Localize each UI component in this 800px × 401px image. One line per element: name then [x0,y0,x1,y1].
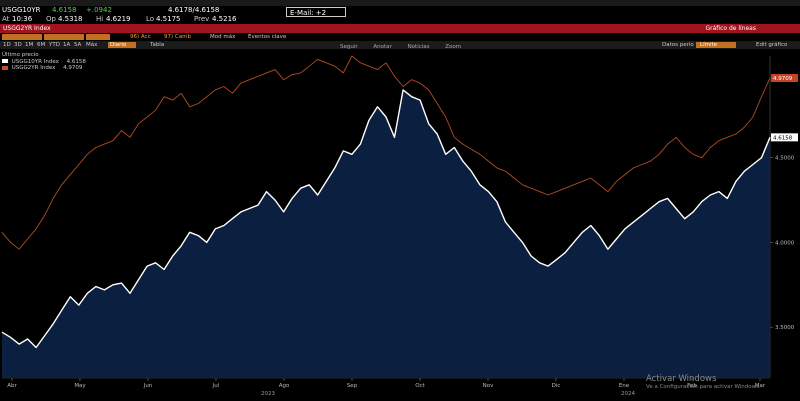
index-tag-2 [44,34,84,40]
open-label: Op [46,15,56,23]
x-tick-label-6: Oct [415,383,425,389]
x-tick-label-1: May [74,383,86,389]
x-tick-label-9: Ene [619,383,630,389]
action-menu-accion[interactable]: 96) Acc [130,34,151,40]
last-value-tag-0 [771,133,798,142]
legend-title: Último precio [2,52,39,58]
y-tick-label-2: 4.5000 [775,156,795,162]
news-tool[interactable]: Noticias [407,44,430,50]
legend-swatch-10y [2,59,8,63]
tab-3d[interactable]: 3D [14,42,22,48]
legend-value-2y: 4.9709 [63,65,83,71]
frequency-select-bg [108,42,136,48]
tab-max[interactable]: Máx [86,42,98,48]
watermark-subtitle: Ve a Configuración para activar Windows. [646,384,761,390]
index-tag-3 [86,34,110,40]
year-label-1: 2024 [621,391,635,397]
watermark-title: Activar Windows [646,374,717,384]
last-price: 4.6158 [52,6,77,14]
zoom-tool[interactable]: Zoom [445,44,462,50]
tab-1d[interactable]: 1D [3,42,11,48]
tab-ytd[interactable]: YTD [49,42,60,48]
x-tick-label-10: Feb [687,383,697,389]
follow-tool[interactable]: Seguir [340,44,358,50]
x-tick-label-0: Abr [7,383,17,389]
price-change: +.0942 [86,6,112,14]
prev-label: Prev [194,15,210,23]
x-tick-label-4: Ago [279,383,290,389]
x-tick-label-8: Dic [552,383,561,389]
period-tab-bar: 1D 3D 1M 6M YTD 1A 5A Máx Diario Tabla D… [0,41,800,49]
key-events-toggle[interactable]: Eventos clave [248,34,287,40]
tab-1m[interactable]: 1M [25,42,34,48]
prev-value: 4.5216 [212,15,237,23]
tab-5a[interactable]: 5A [74,42,82,48]
last-value-tag-1 [771,74,798,83]
tab-1a[interactable]: 1A [63,42,71,48]
legend-row-2y[interactable]: USGG2YR Index 4.9709 [2,65,86,72]
action-bar: 96) Acc 97) Camb Mod máx Eventos clave [0,33,800,41]
time-label: At [2,15,10,23]
year-label-0: 2023 [261,391,275,397]
legend-swatch-2y [2,65,8,70]
annotate-tool[interactable]: Anotar [373,44,392,50]
legend-name-10y: USGG10YR Index [11,58,59,65]
legend-value-10y: 4.6158 [66,58,86,65]
quote-header: USGG10YR 4.6158 +.0942 4.6178/4.6158 At … [0,6,800,24]
open-value: 4.5318 [58,15,83,23]
low-value: 4.5175 [156,15,181,23]
x-tick-label-5: Sep [347,383,358,389]
y-tick-label-1: 4.0000 [775,240,795,246]
terminal-top-bar [0,0,800,6]
high-label: Hi [96,15,104,23]
x-tick-label-7: Nov [483,383,494,389]
action-menu-cambiar[interactable]: 97) Camb [164,34,191,40]
chart-legend: Último precio USGG10YR Index 4.6158 USGG… [2,52,86,72]
x-tick-label-3: Jul [212,383,220,389]
chart-type-label[interactable]: Gráfico de líneas [705,25,757,32]
tab-table[interactable]: Tabla [150,42,165,48]
chart-toolbar: Seguir Anotar Noticias Zoom [340,44,475,50]
series-line-1 [1,55,771,250]
series-line-0 [1,89,771,349]
frequency-select[interactable]: Diario [110,42,127,48]
legend-row-10y[interactable]: USGG10YR Index 4.6158 [2,59,86,66]
legend-name-2y: USGG2YR Index [11,65,56,71]
high-value: 4.6219 [106,15,131,23]
y-tick-label-0: 3.5000 [775,325,795,331]
last-value-label-1: 4.9709 [773,76,793,82]
bid-ask: 4.6178/4.6158 [168,6,220,14]
tab-6m[interactable]: 6M [37,42,46,48]
security-title-bar: USGG2YR Index Gráfico de líneas [0,24,800,33]
period-data-button[interactable]: Datos perío [662,42,694,48]
ticker-label[interactable]: USGG10YR [2,6,41,14]
limit-input[interactable]: Límite [700,42,718,48]
max-mode-toggle[interactable]: Mod máx [210,34,236,40]
email-field[interactable]: E-Mail: +2 [286,7,346,17]
last-value-label-0: 4.6158 [773,136,793,142]
security-name[interactable]: USGG2YR Index [3,25,51,32]
activate-windows-watermark: Activar Windows Ve a Configuración para … [646,374,761,390]
edit-chart-button[interactable]: Edit gráfico [756,42,788,48]
x-tick-label-2: Jun [143,383,153,389]
quote-time: 10:36 [12,15,33,23]
limit-input-bg [696,42,736,48]
series-area-0 [2,89,770,379]
low-label: Lo [146,15,155,23]
x-tick-label-11: Mar [755,383,766,389]
index-tag [2,34,42,40]
